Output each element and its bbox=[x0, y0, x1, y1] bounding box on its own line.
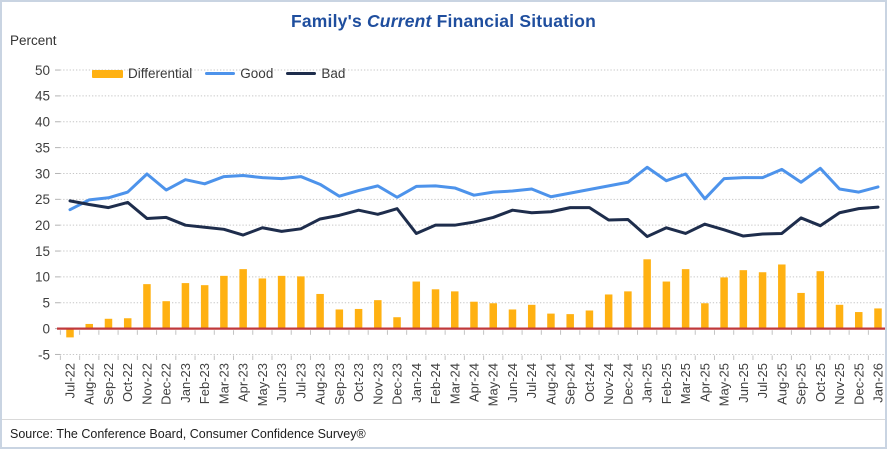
svg-text:Mar-24: Mar-24 bbox=[447, 363, 462, 404]
svg-text:Jul-23: Jul-23 bbox=[293, 363, 308, 398]
legend-label-bad: Bad bbox=[321, 66, 346, 81]
svg-text:Aug-23: Aug-23 bbox=[313, 363, 328, 405]
legend-label-differential: Differential bbox=[128, 66, 193, 81]
svg-text:Oct-22: Oct-22 bbox=[120, 363, 135, 402]
chart-title-part3: Financial Situation bbox=[431, 11, 597, 31]
svg-text:Sep-22: Sep-22 bbox=[101, 363, 116, 405]
svg-text:15: 15 bbox=[35, 244, 50, 259]
bad-swatch-icon bbox=[286, 71, 317, 76]
bars-differential bbox=[66, 259, 882, 338]
svg-text:Oct-24: Oct-24 bbox=[582, 363, 597, 402]
svg-text:25: 25 bbox=[35, 192, 50, 207]
y-axis-unit-label: Percent bbox=[10, 33, 57, 48]
svg-text:35: 35 bbox=[35, 140, 50, 155]
svg-text:45: 45 bbox=[35, 89, 50, 104]
svg-text:Jul-22: Jul-22 bbox=[63, 363, 78, 398]
svg-text:Sep-25: Sep-25 bbox=[794, 363, 809, 405]
svg-text:Dec-22: Dec-22 bbox=[159, 363, 174, 405]
legend-item-good[interactable]: Good bbox=[205, 66, 273, 81]
svg-text:Dec-25: Dec-25 bbox=[851, 363, 866, 405]
svg-text:Aug-22: Aug-22 bbox=[82, 363, 97, 405]
svg-text:Nov-22: Nov-22 bbox=[139, 363, 154, 405]
svg-text:Aug-25: Aug-25 bbox=[774, 363, 789, 405]
svg-text:Feb-23: Feb-23 bbox=[197, 363, 212, 404]
svg-text:0: 0 bbox=[42, 321, 50, 336]
x-axis-ticks bbox=[59, 330, 869, 360]
svg-text:50: 50 bbox=[35, 63, 50, 78]
svg-text:Sep-24: Sep-24 bbox=[563, 363, 578, 405]
svg-text:Apr-23: Apr-23 bbox=[236, 363, 251, 402]
svg-text:May-24: May-24 bbox=[486, 363, 501, 406]
source-attribution: Source: The Conference Board, Consumer C… bbox=[2, 419, 885, 441]
svg-text:Apr-24: Apr-24 bbox=[466, 363, 481, 402]
svg-text:Jan-25: Jan-25 bbox=[640, 363, 655, 403]
svg-text:Nov-24: Nov-24 bbox=[601, 363, 616, 405]
x-axis-labels: Jul-22 Aug-22 Sep-22 Oct-22 Nov-22 Dec-22 Jan-… bbox=[63, 363, 886, 406]
svg-text:Jun-23: Jun-23 bbox=[274, 363, 289, 403]
svg-text:Nov-25: Nov-25 bbox=[832, 363, 847, 405]
chart-title: Family's Current Financial Situation bbox=[2, 11, 885, 32]
svg-text:30: 30 bbox=[35, 166, 50, 181]
svg-text:Nov-23: Nov-23 bbox=[370, 363, 385, 405]
svg-text:Aug-24: Aug-24 bbox=[543, 363, 558, 405]
svg-text:20: 20 bbox=[35, 218, 50, 233]
svg-text:Jan-23: Jan-23 bbox=[178, 363, 193, 403]
svg-text:10: 10 bbox=[35, 270, 50, 285]
differential-swatch-icon bbox=[92, 69, 123, 78]
svg-text:Feb-24: Feb-24 bbox=[428, 363, 443, 404]
svg-text:Dec-24: Dec-24 bbox=[620, 363, 635, 405]
svg-text:Oct-25: Oct-25 bbox=[813, 363, 828, 402]
legend-label-good: Good bbox=[240, 66, 274, 81]
svg-text:5: 5 bbox=[42, 296, 50, 311]
svg-text:Jan-26: Jan-26 bbox=[870, 363, 885, 403]
svg-text:May-23: May-23 bbox=[255, 363, 270, 406]
chart-legend: Differential Good Bad bbox=[92, 66, 345, 81]
good-swatch-icon bbox=[205, 71, 236, 76]
svg-text:Dec-23: Dec-23 bbox=[390, 363, 405, 405]
legend-item-bad[interactable]: Bad bbox=[286, 66, 345, 81]
svg-text:Sep-23: Sep-23 bbox=[332, 363, 347, 405]
svg-text:Jun-25: Jun-25 bbox=[736, 363, 751, 403]
line-bad bbox=[68, 199, 880, 239]
svg-text:May-25: May-25 bbox=[717, 363, 732, 406]
svg-text:Mar-25: Mar-25 bbox=[678, 363, 693, 404]
svg-text:Apr-25: Apr-25 bbox=[697, 363, 712, 402]
svg-text:Jun-24: Jun-24 bbox=[505, 363, 520, 403]
svg-text:Jan-24: Jan-24 bbox=[409, 363, 424, 403]
legend-item-differential[interactable]: Differential bbox=[92, 66, 192, 81]
svg-text:Feb-25: Feb-25 bbox=[659, 363, 674, 404]
svg-text:Jul-25: Jul-25 bbox=[755, 363, 770, 398]
svg-text:Jul-24: Jul-24 bbox=[524, 363, 539, 398]
svg-text:-5: -5 bbox=[38, 347, 50, 362]
svg-text:Oct-23: Oct-23 bbox=[351, 363, 366, 402]
chart-title-part1: Family's bbox=[290, 11, 367, 31]
svg-text:Mar-23: Mar-23 bbox=[216, 363, 231, 404]
line-good bbox=[68, 165, 880, 212]
chart-title-italic-word: Current bbox=[366, 11, 432, 31]
svg-text:40: 40 bbox=[35, 115, 50, 130]
